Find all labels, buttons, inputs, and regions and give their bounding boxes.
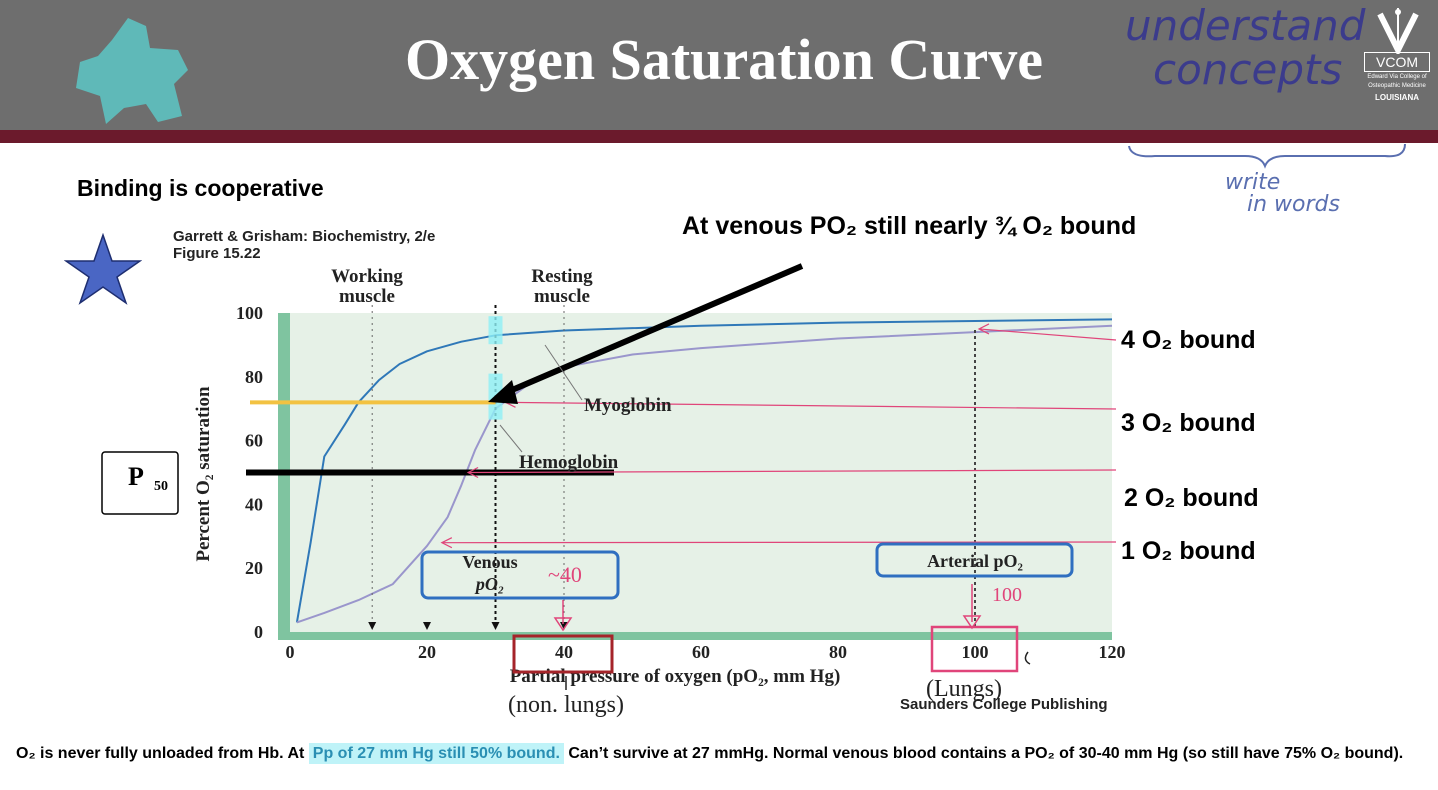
vcom-logo: VCOM Edward Via College of Osteopathic M… — [1362, 8, 1432, 102]
myoglobin-leader — [544, 344, 583, 401]
axis-marker-arrow — [560, 622, 568, 630]
x-tick-label: 0 — [286, 642, 295, 662]
bound-pointer-line — [505, 401, 1117, 410]
y-tick-label: 100 — [236, 303, 263, 323]
x-axis-label: Partial pressure of oxygen (pO₂, mm Hg) — [510, 666, 841, 687]
brace-icon — [1128, 143, 1406, 169]
header-accent-bar — [0, 130, 1438, 143]
y-tick-label: 20 — [245, 558, 263, 578]
myoglobin-highlight — [488, 316, 503, 345]
venous-callout: At venous PO₂ still nearly ¾ O₂ bound — [682, 212, 1137, 240]
handwritten-note-write: write in words — [1225, 172, 1340, 216]
x-tick-label: 20 — [418, 642, 436, 662]
arterial-label: Arterial pO₂ — [927, 551, 1023, 571]
logo-state: LOUISIANA — [1375, 93, 1419, 102]
note-in-words: in words — [1247, 192, 1340, 217]
bound-pointer-line — [978, 328, 1117, 341]
non-lungs-note: (non. lungs) — [508, 692, 624, 718]
bound-pointer-line — [468, 469, 1117, 474]
x-tick-label: 120 — [1099, 642, 1126, 662]
axis-marker-arrow — [368, 622, 377, 630]
handwritten-note: understand concepts — [1125, 4, 1365, 92]
note-write: write — [1225, 170, 1281, 195]
logo-sub-1: Edward Via College of — [1367, 74, 1427, 80]
callout-arrow-line — [503, 263, 804, 396]
bottom-text-a: O₂ is never fully unloaded from Hb. At — [16, 745, 309, 762]
y-tick-label: 40 — [245, 494, 263, 514]
arterial-note: 100 — [992, 584, 1022, 606]
figure-citation: Garrett & Grisham: Biochemistry, 2/e Fig… — [173, 228, 435, 262]
bound-label-4: 4 O₂ bound — [1121, 326, 1256, 354]
axis-marker-arrow — [491, 622, 500, 630]
y-tick-label: 0 — [254, 622, 263, 642]
hemoglobin-label: Hemoglobin — [519, 452, 619, 473]
hundred-box — [930, 625, 1019, 673]
y-tick-label: 60 — [245, 431, 263, 451]
bottom-highlight: Pp of 27 mm Hg still 50% bound. — [308, 743, 564, 764]
venous-note-arrowhead — [553, 617, 573, 632]
lungs-arrow — [1024, 651, 1031, 665]
forty-box — [512, 634, 614, 674]
axis-marker-arrow — [423, 622, 431, 630]
bound-pointer-arrowhead — [977, 323, 990, 335]
figure-source: Garrett & Grisham: Biochemistry, 2/e — [173, 228, 436, 245]
note-line-2: concepts — [1153, 45, 1343, 94]
resting-label: Resting — [531, 266, 593, 287]
p50-box — [101, 451, 179, 515]
p50-label: P — [128, 462, 144, 491]
bound-pointer-line — [441, 541, 1117, 544]
series-line-hemoglobin — [296, 324, 1113, 624]
working-label: Working — [331, 266, 403, 287]
resting-label-2: muscle — [534, 286, 590, 307]
venous-box — [420, 550, 620, 600]
bound-label-3: 3 O₂ bound — [1121, 409, 1256, 437]
publisher-credit: Saunders College Publishing — [900, 696, 1108, 713]
bottom-text-b: Can’t survive at 27 mmHg. Normal venous … — [563, 745, 1404, 762]
bound-label-1: 1 O₂ bound — [1121, 537, 1256, 565]
caduceus-icon — [1377, 8, 1419, 54]
x-tick-label: 80 — [829, 642, 847, 662]
figure-number: Figure 15.22 — [173, 245, 261, 262]
callout-arrowhead — [488, 380, 518, 404]
lungs-note: (Lungs) — [926, 676, 1002, 702]
arterial-box — [875, 542, 1074, 578]
venous-label: Venous — [462, 552, 517, 572]
venous-note: ~40 — [548, 562, 582, 587]
x-tick-label: 40 — [555, 642, 573, 662]
logo-sub-2: Osteopathic Medicine — [1368, 83, 1426, 89]
venous-po2: pO₂ — [474, 574, 504, 594]
p50-subscript: 50 — [154, 479, 168, 494]
star-icon — [64, 233, 142, 305]
y-axis-label: Percent O₂ saturation — [193, 386, 214, 562]
y-tick-label: 80 — [245, 367, 263, 387]
note-line-1: understand — [1125, 1, 1366, 50]
x-tick-label: 100 — [962, 642, 989, 662]
x-tick-label: 60 — [692, 642, 710, 662]
bound-pointer-arrowhead — [466, 466, 479, 479]
myoglobin-label: Myoglobin — [584, 395, 672, 416]
working-label-2: muscle — [339, 286, 395, 307]
bound-pointer-arrowhead — [440, 537, 453, 549]
arterial-note-arrowhead — [962, 615, 982, 630]
hemoglobin-leader — [499, 424, 523, 453]
header-band — [0, 0, 1438, 130]
slide-subtitle: Binding is cooperative — [77, 175, 324, 201]
page-title: Oxygen Saturation Curve — [405, 27, 1043, 92]
bound-label-2: 2 O₂ bound — [1124, 484, 1259, 512]
bottom-note: O₂ is never fully unloaded from Hb. At P… — [16, 743, 1416, 764]
puzzle-piece-icon — [76, 18, 188, 124]
series-line-myoglobin — [295, 318, 1113, 623]
